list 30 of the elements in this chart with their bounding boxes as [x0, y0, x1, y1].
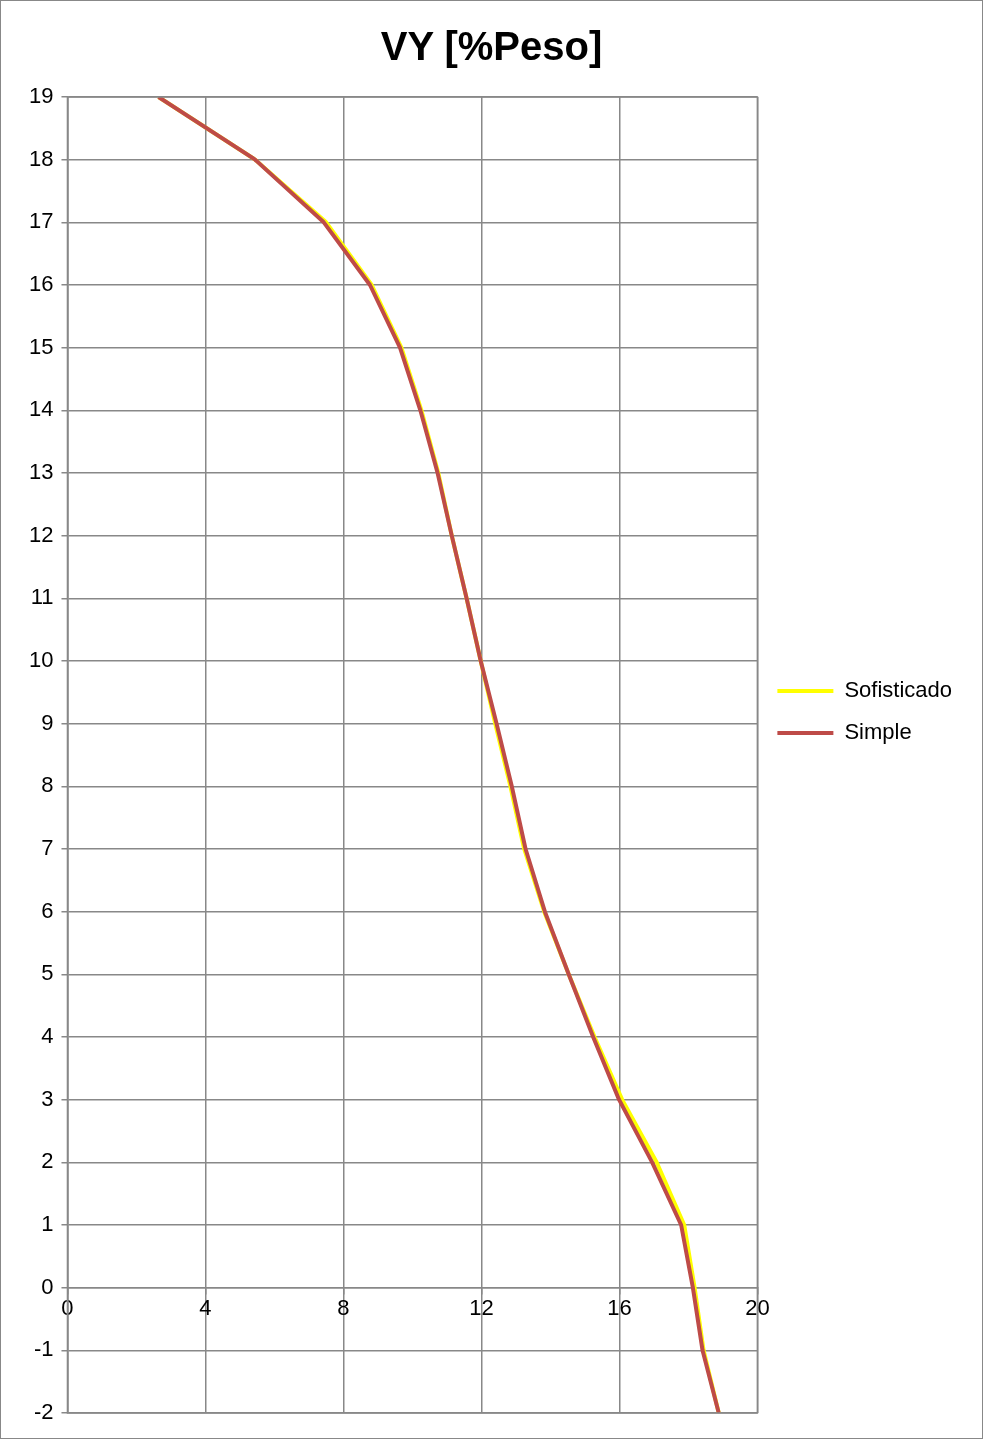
y-tick-label: 15: [28, 333, 54, 359]
y-tick-label: 7: [41, 835, 54, 861]
y-tick-label: 6: [41, 897, 54, 923]
x-tick-label: 8: [337, 1294, 350, 1320]
y-tick-label: 10: [28, 647, 54, 673]
y-tick-label: 14: [28, 396, 54, 422]
y-tick-label: 16: [28, 271, 54, 297]
x-tick-label: 4: [199, 1294, 212, 1320]
legend-label: Sofisticado: [844, 677, 953, 703]
y-tick-label: 3: [41, 1085, 54, 1111]
y-tick-label: 1: [41, 1211, 54, 1237]
y-tick-label: -1: [33, 1336, 54, 1362]
y-tick-label: 5: [41, 960, 54, 986]
y-tick-label: -2: [33, 1399, 54, 1425]
y-tick-label: 19: [28, 83, 54, 109]
y-tick-label: 11: [30, 584, 54, 610]
y-tick-label: 9: [41, 709, 54, 735]
chart-title: VY [%Peso]: [380, 24, 603, 69]
y-tick-label: 13: [28, 459, 54, 485]
x-tick-label: 20: [745, 1294, 770, 1320]
y-tick-label: 17: [28, 208, 54, 234]
x-tick-label: 12: [469, 1294, 494, 1320]
y-tick-label: 2: [41, 1148, 54, 1174]
legend-label: Simple: [844, 719, 912, 745]
x-tick-label: 16: [607, 1294, 632, 1320]
y-tick-label: 18: [28, 145, 54, 171]
y-tick-label: 0: [41, 1273, 54, 1299]
y-tick-label: 12: [28, 521, 54, 547]
y-tick-label: 4: [41, 1023, 54, 1049]
y-tick-label: 8: [41, 772, 54, 798]
